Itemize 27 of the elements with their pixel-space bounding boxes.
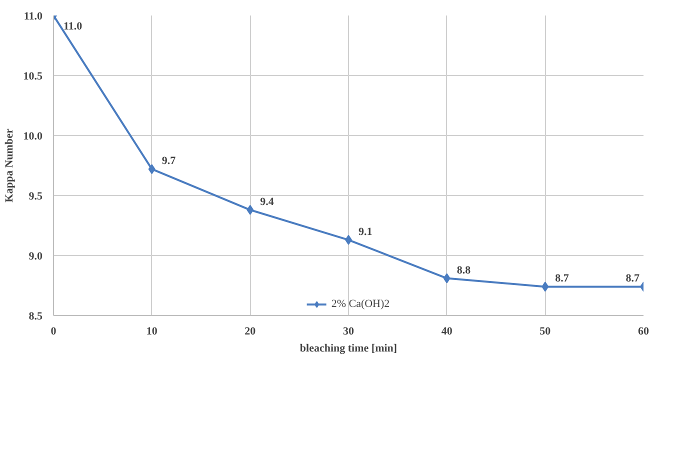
data-label: 9.4 [260, 196, 274, 208]
data-label: 8.7 [555, 272, 570, 285]
point [148, 164, 156, 174]
y-tick-label: 10.0 [23, 130, 43, 142]
x-axis-title: bleaching time [min] [300, 342, 398, 354]
x-tick-label: 10 [146, 326, 158, 338]
x-tick-label: 30 [343, 326, 354, 338]
data-label: 9.7 [162, 155, 176, 168]
y-tick-label: 8.5 [28, 310, 43, 322]
data-label: 9.1 [358, 226, 372, 238]
x-tick-label: 50 [540, 326, 552, 338]
x-tick-label: 20 [244, 326, 256, 338]
y-tick-label: 10.5 [23, 70, 43, 82]
y-axis-title: Kappa Number [3, 128, 16, 202]
point [443, 273, 450, 284]
data-label: 8.8 [456, 264, 472, 276]
point [542, 282, 549, 292]
data-label: 8.7 [626, 272, 640, 285]
point [246, 204, 254, 215]
data-label: 11.0 [64, 20, 83, 32]
y-tick-label: 9.5 [28, 190, 43, 202]
x-tick-label: 0 [50, 326, 57, 338]
y-tick-label: 11.0 [24, 10, 43, 22]
x-tick-label: 40 [441, 326, 453, 338]
y-tick-label: 9.0 [28, 250, 43, 262]
x-tick-label: 60 [638, 326, 650, 338]
legend-label: 2% Ca(OH)2 [331, 297, 390, 311]
